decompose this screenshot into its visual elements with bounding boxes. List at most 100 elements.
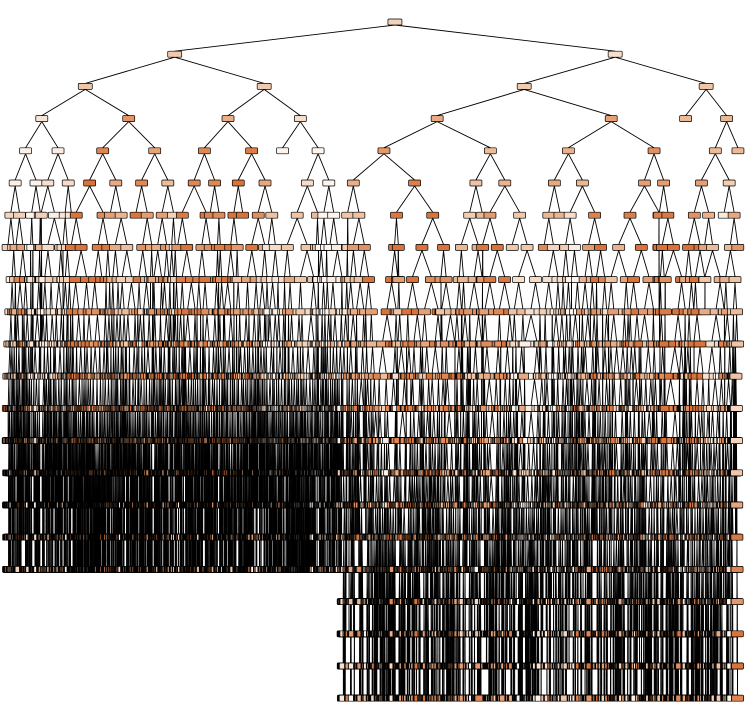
tree-edge [266, 282, 269, 309]
tree-edge [83, 379, 86, 406]
tree-edge [215, 346, 218, 374]
tree-edge [78, 379, 81, 406]
tree-edge [66, 346, 68, 374]
tree-edge [23, 282, 27, 309]
tree-edge [14, 153, 26, 181]
tree-edge [171, 218, 174, 245]
tree-edge [297, 346, 299, 374]
tree-edge [307, 314, 312, 342]
tree-edge [197, 411, 200, 438]
tree-edge [312, 379, 314, 406]
tree-edge [34, 314, 38, 342]
tree-edge [278, 379, 280, 406]
tree-edge [105, 282, 108, 309]
tree-edge [47, 153, 59, 181]
tree-edge [214, 282, 217, 309]
tree-edge [10, 185, 16, 213]
tree-edge [57, 153, 69, 181]
tree-edge [181, 250, 188, 277]
tree-edge [39, 346, 41, 374]
tree-edge [40, 185, 49, 213]
tree-edge [126, 379, 128, 406]
tree-edge [161, 185, 169, 213]
tree-edge [323, 282, 326, 309]
tree-edge [202, 282, 206, 309]
tree-edge [154, 411, 157, 438]
tree-edge [107, 250, 111, 277]
tree-edge [104, 379, 107, 406]
tree-edge [204, 121, 229, 149]
tree-edge [271, 218, 276, 245]
tree-edge [272, 250, 276, 277]
tree-edge [317, 218, 320, 245]
tree-edge [187, 282, 192, 309]
tree-edge [58, 250, 62, 277]
tree-edge [148, 314, 151, 342]
tree-edge [30, 314, 33, 342]
tree-edge [203, 153, 216, 181]
tree-edge [41, 89, 86, 116]
tree-edge [156, 379, 158, 406]
tree-edge [95, 443, 97, 470]
tree-edge [70, 218, 77, 245]
tree-edge [219, 282, 223, 309]
tree-edge [228, 314, 232, 342]
tree-edge [225, 379, 227, 406]
tree-edge [84, 346, 86, 374]
tree-edge [257, 185, 266, 213]
tree-edge [220, 346, 223, 374]
tree-edge [9, 346, 12, 374]
tree-edge [25, 346, 27, 374]
tree-edge [7, 218, 12, 245]
tree-edge [139, 314, 143, 342]
tree-edge [154, 314, 157, 342]
tree-edge [153, 250, 159, 277]
tree-edge [108, 314, 111, 342]
tree-edge [164, 282, 167, 309]
tree-edge [8, 411, 11, 438]
tree-edge [69, 346, 72, 374]
tree-edge [31, 185, 37, 213]
tree-edge [104, 314, 108, 342]
tree-edge [112, 250, 116, 277]
tree-edge [15, 218, 20, 245]
tree-edge [261, 282, 266, 309]
tree-edge [126, 250, 132, 277]
tree-edge [108, 379, 110, 406]
tree-edge [27, 379, 29, 406]
tree-edge [8, 379, 10, 406]
tree-edge [275, 411, 278, 438]
tree-edge [326, 250, 328, 277]
tree-edge [227, 282, 232, 309]
tree-edge [188, 379, 190, 406]
tree-edge [143, 314, 146, 342]
tree-edge [60, 250, 64, 277]
tree-edge [119, 282, 123, 309]
tree-edge [209, 185, 216, 213]
tree-edge [148, 411, 150, 438]
tree-edge [255, 282, 259, 309]
tree-edge [135, 185, 143, 213]
tree-edge [132, 379, 135, 406]
tree-edge [296, 185, 308, 213]
tree-edge [88, 314, 92, 342]
tree-edge [266, 379, 268, 406]
tree-edge [25, 153, 37, 181]
tree-edge [25, 282, 28, 309]
tree-edge [42, 314, 45, 342]
tree-edge [288, 379, 291, 406]
tree-edge [92, 379, 95, 406]
tree-edge [270, 346, 274, 374]
tree-edge [41, 121, 59, 149]
tree-edge [122, 346, 125, 374]
tree-edge [63, 282, 66, 309]
tree-edge [94, 314, 98, 342]
tree-edge [167, 185, 174, 213]
tree-edge [176, 282, 179, 309]
tree-edge [125, 314, 129, 342]
tree-edge [43, 346, 46, 374]
tree-edge [194, 379, 197, 406]
tree-edge [161, 282, 163, 309]
tree-edge [206, 411, 208, 438]
tree-edge [306, 153, 319, 181]
